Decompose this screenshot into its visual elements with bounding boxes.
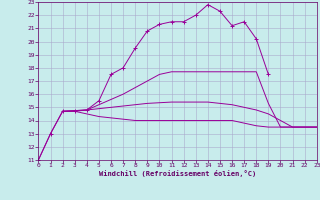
X-axis label: Windchill (Refroidissement éolien,°C): Windchill (Refroidissement éolien,°C) (99, 170, 256, 177)
